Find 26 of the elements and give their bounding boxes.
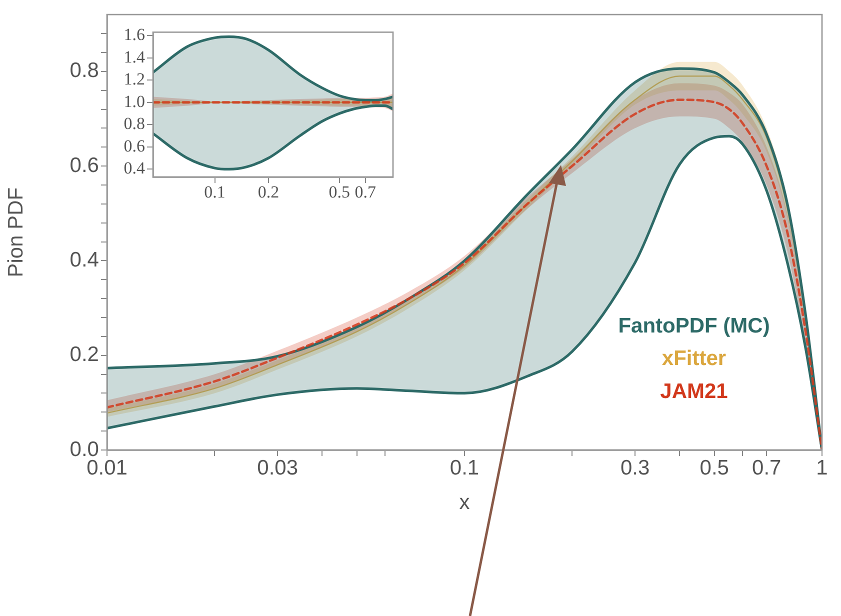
x-tick-label: 0.03 <box>257 456 298 480</box>
x-tick-label: 0.2 <box>258 182 280 202</box>
x-tick-label: 0.1 <box>204 182 226 202</box>
y-tick-label: 1.2 <box>124 70 145 89</box>
x-tick-label: 1 <box>816 456 828 480</box>
text: JAM21 <box>660 380 728 403</box>
x-tick-label: 0.7 <box>752 456 782 480</box>
y-tick-label: 0.8 <box>124 114 145 134</box>
y-tick-label: 1.0 <box>124 92 145 111</box>
y-axis-title: Pion PDF <box>4 187 28 278</box>
y-tick-label: 0.4 <box>124 158 146 178</box>
y-tick-label: 0.6 <box>70 154 99 177</box>
x-tick-label: 0.7 <box>354 182 377 202</box>
x-tick-label: 0.3 <box>620 456 650 480</box>
x-tick-label: 0.5 <box>700 456 729 480</box>
x-axis-title: x <box>459 491 470 514</box>
y-tick-label: 0.6 <box>124 136 145 156</box>
x-tick-label: 0.5 <box>328 182 350 202</box>
text: xFitter <box>662 347 726 370</box>
y-tick-label: 0.4 <box>70 248 100 272</box>
y-tick-label: 0.2 <box>70 343 99 366</box>
y-tick-label: 1.6 <box>124 25 145 44</box>
x-tick-label: 0.1 <box>450 456 480 480</box>
y-tick-label: 0.8 <box>70 59 99 82</box>
y-tick-label: 1.4 <box>124 47 146 66</box>
series-label: FantoPDF (MC) <box>618 314 770 338</box>
